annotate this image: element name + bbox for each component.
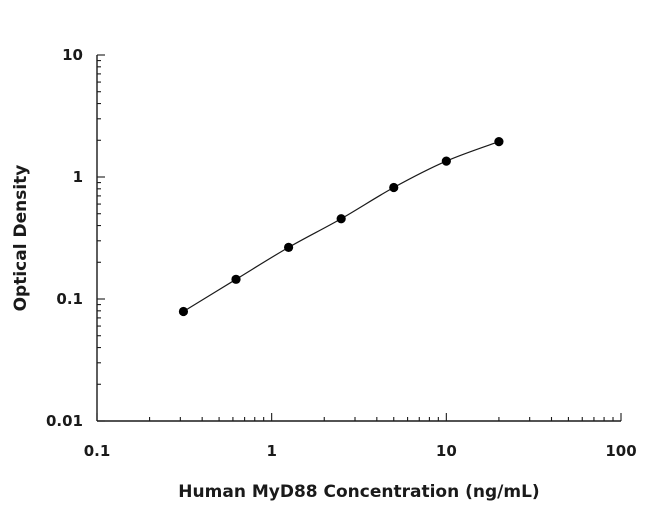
x-tick-label: 100 [605,442,636,460]
axes [96,55,621,422]
data-point [283,242,294,252]
data-point [178,306,189,317]
fit-curve [183,141,500,313]
y-tick-label: 1 [73,168,83,186]
x-tick-label: 10 [436,442,457,460]
tick-marks [96,54,622,422]
data-point [441,156,451,166]
data-point [336,214,346,224]
x-tick-label: 0.1 [84,442,111,460]
data-point [494,137,504,147]
y-tick-label: 0.01 [46,412,83,430]
y-tick-label: 0.1 [56,290,83,308]
data-points [178,137,504,317]
data-point [231,274,241,284]
x-axis-title: Human MyD88 Concentration (ng/mL) [178,482,539,502]
data-point [389,182,399,193]
y-axis-title: Optical Density [11,165,31,312]
x-tick-label: 1 [266,442,276,460]
y-tick-label: 10 [62,46,83,64]
